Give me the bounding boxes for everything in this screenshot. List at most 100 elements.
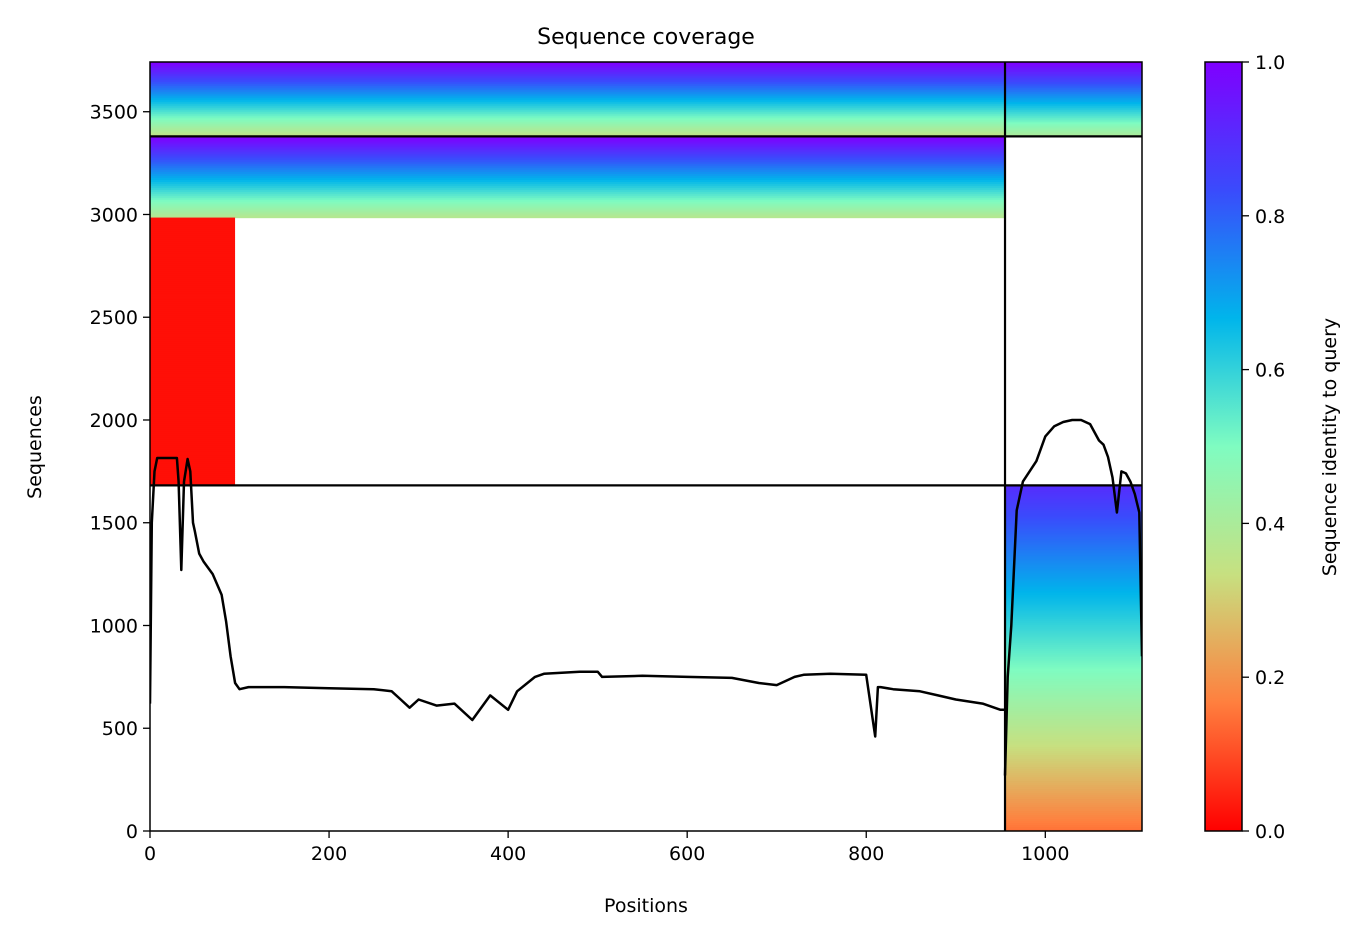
coverage-row (150, 423, 236, 426)
coverage-row (1005, 825, 1142, 828)
x-tick-label: 0 (144, 843, 156, 865)
coverage-row (150, 461, 236, 464)
coverage-row (150, 449, 236, 452)
coverage-row (150, 347, 236, 351)
coverage-block-block-1 (150, 62, 1006, 137)
coverage-row (1005, 769, 1142, 772)
coverage-row (150, 231, 236, 235)
coverage-row (1005, 643, 1142, 646)
coverage-row (1005, 595, 1142, 598)
coverage-row (1005, 609, 1142, 612)
colorbar: 0.0 0.2 0.4 0.6 0.8 1.0 Sequence identity to … (1204, 52, 1341, 843)
coverage-row (1005, 617, 1142, 620)
coverage-row (150, 425, 236, 428)
coverage-row (150, 152, 1006, 155)
coverage-row (150, 471, 236, 474)
coverage-row (1005, 507, 1142, 510)
coverage-row (150, 337, 236, 341)
coverage-row (150, 335, 236, 339)
coverage-row (150, 451, 236, 454)
coverage-row (1005, 104, 1142, 107)
coverage-row (1005, 511, 1142, 514)
coverage-row (150, 177, 1006, 181)
coverage-row (1005, 781, 1142, 784)
coverage-row (150, 385, 236, 389)
coverage-row (1005, 819, 1142, 822)
coverage-row (150, 433, 236, 436)
coverage-row (150, 479, 236, 482)
coverage-row (1005, 719, 1142, 722)
x-tick-label: 200 (311, 843, 347, 865)
coverage-row (1005, 669, 1142, 672)
coverage-row (150, 459, 236, 462)
coverage-row (1005, 673, 1142, 676)
coverage-row (1005, 751, 1142, 754)
coverage-row (1005, 815, 1142, 818)
coverage-row (1005, 715, 1142, 718)
y-tick-label: 1500 (90, 513, 138, 535)
coverage-row (150, 237, 236, 241)
coverage-row (1005, 627, 1142, 630)
coverage-row (1005, 565, 1142, 568)
coverage-row (1005, 66, 1142, 69)
coverage-row (1005, 637, 1142, 640)
coverage-row (150, 249, 236, 253)
coverage-row (150, 118, 1006, 121)
coverage-row (150, 166, 1006, 169)
coverage-row (1005, 679, 1142, 682)
coverage-row (150, 265, 236, 269)
coverage-row (1005, 739, 1142, 742)
coverage-row (1005, 639, 1142, 642)
coverage-row (150, 303, 236, 307)
coverage-row (1005, 94, 1142, 97)
coverage-row (150, 263, 236, 267)
coverage-row (150, 116, 1006, 119)
x-axis: 0 200 400 600 800 1000 (144, 831, 1069, 865)
coverage-row (150, 96, 1006, 99)
coverage-row (150, 88, 1006, 91)
coverage-row (1005, 797, 1142, 800)
coverage-row (1005, 86, 1142, 89)
coverage-row (150, 319, 236, 323)
coverage-row (1005, 581, 1142, 584)
coverage-row (150, 389, 236, 393)
coverage-row (1005, 671, 1142, 674)
coverage-row (150, 120, 1006, 123)
x-tick-label: 1000 (1021, 843, 1069, 865)
coverage-row (150, 187, 1006, 191)
coverage-row (1005, 647, 1142, 650)
coverage-row (150, 114, 1006, 117)
coverage-row (1005, 675, 1142, 678)
coverage-row (1005, 533, 1142, 536)
coverage-row (150, 112, 1006, 115)
coverage-row (1005, 827, 1142, 830)
coverage-row (150, 148, 1006, 151)
coverage-row (1005, 755, 1142, 758)
coverage-row (1005, 523, 1142, 526)
coverage-row (150, 213, 1006, 217)
colorbar-tick-label: 0.4 (1255, 513, 1285, 535)
coverage-row (150, 417, 236, 420)
coverage-row (1005, 743, 1142, 746)
coverage-row (1005, 611, 1142, 614)
coverage-row (150, 175, 1006, 179)
coverage-row (150, 383, 236, 387)
coverage-row (150, 197, 1006, 201)
x-tick-label: 400 (490, 843, 526, 865)
coverage-row (150, 225, 236, 229)
colorbar-tick-label: 0.2 (1255, 667, 1285, 689)
coverage-row (1005, 681, 1142, 684)
coverage-row (150, 170, 1006, 173)
coverage-row (150, 321, 236, 325)
coverage-row (150, 307, 236, 311)
coverage-row (1005, 106, 1142, 109)
coverage-row (1005, 811, 1142, 814)
coverage-line (1003, 418, 1142, 776)
coverage-row (150, 70, 1006, 73)
coverage-row (150, 431, 236, 434)
coverage-row (150, 381, 236, 385)
coverage-row (150, 142, 1006, 145)
coverage-row (1005, 661, 1142, 664)
coverage-row (150, 323, 236, 327)
coverage-row (1005, 551, 1142, 554)
